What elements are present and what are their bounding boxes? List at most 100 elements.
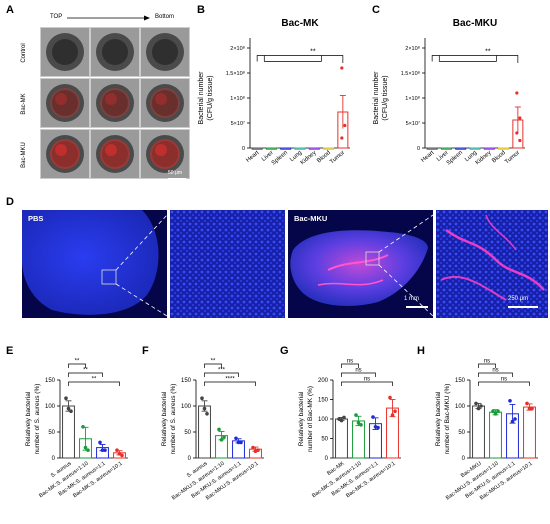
- significance-bracket: [263, 55, 322, 62]
- direction-arrow-icon: [67, 15, 150, 21]
- bar: [280, 147, 292, 150]
- data-point: [515, 91, 519, 95]
- data-point: [103, 448, 107, 452]
- y-axis-label: Bacterial number: [198, 71, 205, 125]
- data-point: [236, 440, 241, 445]
- y-tick-label: 200: [318, 378, 329, 384]
- spheroid-image: [90, 78, 140, 128]
- y-tick-label: 2×10⁸: [230, 45, 245, 52]
- chart-title: Bac-MK: [281, 18, 319, 29]
- significance-label: ns: [347, 359, 353, 365]
- x-tick-label: Spleen: [271, 150, 289, 167]
- panel-label-e: E: [6, 345, 14, 357]
- data-point: [342, 415, 346, 420]
- chart-title: Bac-MKU: [453, 18, 497, 29]
- data-point: [256, 448, 260, 452]
- y-tick-label: 100: [45, 404, 56, 410]
- x-tick-label: Tumor: [329, 150, 346, 166]
- chart-b: Bac-MK Bacterial number (CFU/g tissue) 0 5×1…: [198, 18, 350, 167]
- y-tick-label: 100: [318, 417, 329, 423]
- significance-bracket: [68, 381, 120, 386]
- data-point: [510, 419, 515, 424]
- data-point: [525, 401, 529, 406]
- y-tick-label: 0: [417, 146, 420, 152]
- pbs-overview-image: PBS: [22, 210, 167, 318]
- spheroid-image: [90, 129, 140, 179]
- x-tick-label: Kidney: [475, 150, 493, 166]
- x-tick-label: Heart: [245, 150, 260, 164]
- scale-text-d2: 250 μm: [508, 296, 529, 302]
- y-tick-label: 150: [318, 398, 329, 404]
- significance-bracket: [438, 55, 497, 62]
- x-tick-label: Heart: [420, 150, 435, 164]
- data-point: [388, 395, 392, 400]
- significance-bracket: [478, 363, 496, 368]
- bar: [265, 147, 277, 150]
- spheroid-image: [40, 129, 90, 179]
- data-point: [508, 399, 512, 403]
- significance-label: **: [310, 49, 316, 56]
- data-point: [474, 401, 478, 406]
- significance-label: ns: [364, 377, 370, 383]
- y-axis-label: Relatively bacterial: [298, 391, 305, 446]
- data-point: [390, 413, 395, 417]
- scale-text-d1: 1 mm: [404, 296, 419, 302]
- data-point: [527, 406, 532, 411]
- y-axis-label: number of Bac-MK (%): [307, 386, 314, 452]
- chart-h: Relatively bacterial number of Bac-MKU (%…: [435, 359, 538, 502]
- data-point: [98, 440, 102, 445]
- significance-bracket: [341, 372, 376, 377]
- y-tick-label: 0: [325, 456, 329, 462]
- bar: [426, 147, 438, 150]
- y-tick-label: 0: [52, 456, 56, 462]
- data-point: [530, 406, 534, 411]
- significance-bracket: [68, 363, 86, 368]
- data-point: [515, 131, 519, 135]
- bar: [440, 147, 452, 150]
- y-tick-label: 150: [455, 378, 466, 384]
- y-tick-label: 100: [455, 404, 466, 410]
- spheroid-image: [40, 78, 90, 128]
- significance-label: ns: [484, 359, 490, 365]
- significance-bracket: [341, 381, 393, 386]
- panel-label-c: C: [372, 4, 380, 16]
- y-tick-label: 1×10⁸: [405, 95, 420, 102]
- y-tick-label: 50: [184, 430, 191, 436]
- data-point: [86, 448, 90, 452]
- row-label-bac-mku: Bac-MKU: [21, 142, 27, 168]
- spheroid-image: [40, 27, 90, 77]
- data-point: [115, 448, 119, 452]
- bac-mku-overview-image: Bac-MKU 1 mm: [288, 210, 433, 318]
- y-tick-label: 0: [188, 456, 192, 462]
- bar: [523, 406, 536, 459]
- significance-bracket: [478, 372, 513, 377]
- y-tick-label: 1×10⁸: [230, 95, 245, 102]
- bar: [472, 405, 485, 459]
- y-tick-label: 5×10⁷: [231, 120, 245, 127]
- significance-label: ****: [225, 377, 235, 383]
- data-point: [66, 406, 71, 411]
- label-pbs: PBS: [28, 214, 44, 223]
- data-point: [83, 445, 88, 450]
- bar: [251, 147, 263, 150]
- panel-label-a: A: [6, 4, 14, 16]
- bar: [352, 420, 365, 459]
- significance-label: **: [83, 368, 88, 374]
- y-axis-label: Relatively bacterial: [435, 391, 442, 446]
- data-point: [513, 417, 517, 421]
- bar: [335, 418, 348, 459]
- significance-label: ***: [218, 368, 226, 374]
- significance-bracket: [204, 381, 256, 386]
- bar: [455, 147, 467, 150]
- significance-label: **: [485, 49, 491, 56]
- pbs-zoom-image: [170, 210, 285, 318]
- panel-label-b: B: [197, 4, 205, 16]
- header-bottom: Bottom: [155, 14, 175, 20]
- x-tick-label: Tumor: [504, 150, 521, 166]
- chart-e: Relatively bacterial number of S. aureus …: [25, 359, 128, 499]
- significance-bracket: [431, 55, 519, 63]
- row-label-bac-mk: Bac-MK: [21, 93, 27, 115]
- scale-text-a: 50 μm: [168, 170, 182, 176]
- y-tick-label: 150: [45, 378, 56, 384]
- data-point: [356, 421, 361, 425]
